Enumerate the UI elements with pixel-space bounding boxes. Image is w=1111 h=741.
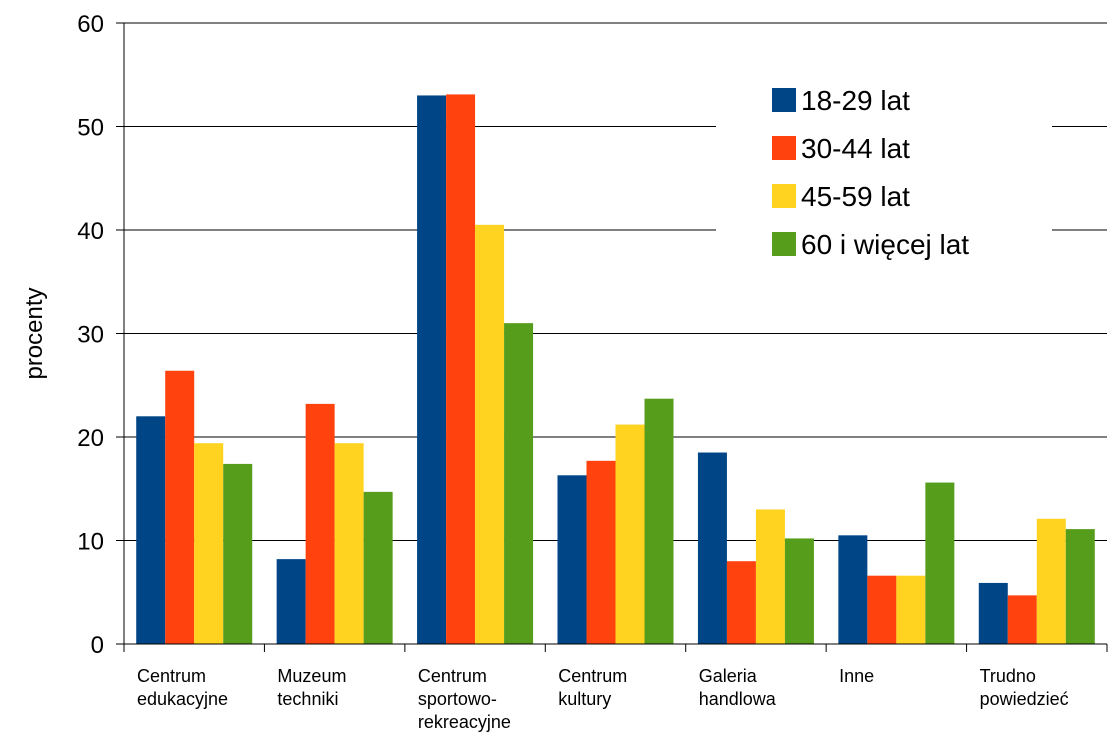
legend-swatch: [772, 136, 796, 160]
bar-45-59-lat-3: [615, 424, 645, 644]
bar-30-44-lat-3: [586, 460, 616, 644]
bar-30-44-lat-6: [1007, 595, 1037, 644]
bar-18-29-lat-2: [417, 95, 447, 644]
bar-18-29-lat-4: [697, 452, 727, 644]
x-category-label: Centrum kultury: [558, 666, 627, 709]
bar-45-59-lat-1: [334, 443, 364, 644]
legend-swatch: [772, 184, 796, 208]
x-category-label: Galeria handlowa: [699, 666, 777, 709]
bar-30-44-lat-1: [305, 403, 335, 644]
y-tick-label: 10: [77, 529, 104, 556]
x-category-label: Muzeum techniki: [277, 666, 346, 709]
bar-45-59-lat-0: [194, 443, 224, 644]
y-tick-label: 20: [77, 425, 104, 452]
legend-swatch: [772, 88, 796, 112]
bars: [136, 94, 1095, 645]
x-category-label: Trudno powiedzieć: [980, 666, 1069, 709]
bar-30-44-lat-0: [165, 370, 195, 644]
bar-60-i-więcej-lat-0: [223, 463, 253, 644]
y-tick-labels: 0 10 20 30 40 50 60: [77, 11, 104, 659]
bar-18-29-lat-3: [557, 475, 587, 644]
y-tick-label: 50: [77, 115, 104, 142]
bar-45-59-lat-2: [475, 224, 505, 644]
legend-label: 45-59 lat: [801, 181, 910, 212]
x-category-label: Centrum sportowo-rekreacyjne: [418, 666, 511, 732]
bar-60-i-więcej-lat-6: [1065, 529, 1095, 644]
y-tick-label: 60: [77, 11, 104, 38]
bar-45-59-lat-5: [896, 575, 926, 644]
bar-18-29-lat-1: [276, 559, 306, 644]
bar-18-29-lat-5: [838, 535, 868, 644]
bar-45-59-lat-6: [1036, 518, 1066, 644]
bar-60-i-więcej-lat-4: [784, 538, 814, 644]
x-category-label: Centrum edukacyjne: [137, 666, 228, 709]
y-tick-label: 40: [77, 218, 104, 245]
bar-60-i-więcej-lat-3: [644, 398, 674, 644]
legend-label: 60 i więcej lat: [801, 229, 969, 260]
x-category-labels: Centrum edukacyjne Muzeum techniki Centrum sp…: [137, 666, 1069, 732]
bar-18-29-lat-6: [978, 582, 1008, 644]
bar-60-i-więcej-lat-1: [363, 491, 393, 644]
y-tick-label: 30: [77, 322, 104, 349]
bar-30-44-lat-2: [446, 94, 476, 645]
bar-45-59-lat-4: [755, 509, 785, 644]
bar-60-i-więcej-lat-5: [925, 482, 955, 644]
legend-label: 30-44 lat: [801, 133, 910, 164]
bar-30-44-lat-5: [867, 575, 897, 644]
legend: 18-29 lat 30-44 lat 45-59 lat 60 i więcej l…: [772, 85, 969, 260]
legend-swatch: [772, 232, 796, 256]
bar-18-29-lat-0: [136, 416, 166, 644]
legend-label: 18-29 lat: [801, 85, 910, 116]
x-category-label: Inne: [839, 666, 874, 686]
y-tick-label: 0: [91, 632, 104, 659]
bar-60-i-więcej-lat-2: [504, 323, 534, 644]
y-axis-title: procenty: [21, 287, 48, 379]
axes: [116, 22, 1108, 652]
bar-30-44-lat-4: [726, 561, 756, 644]
